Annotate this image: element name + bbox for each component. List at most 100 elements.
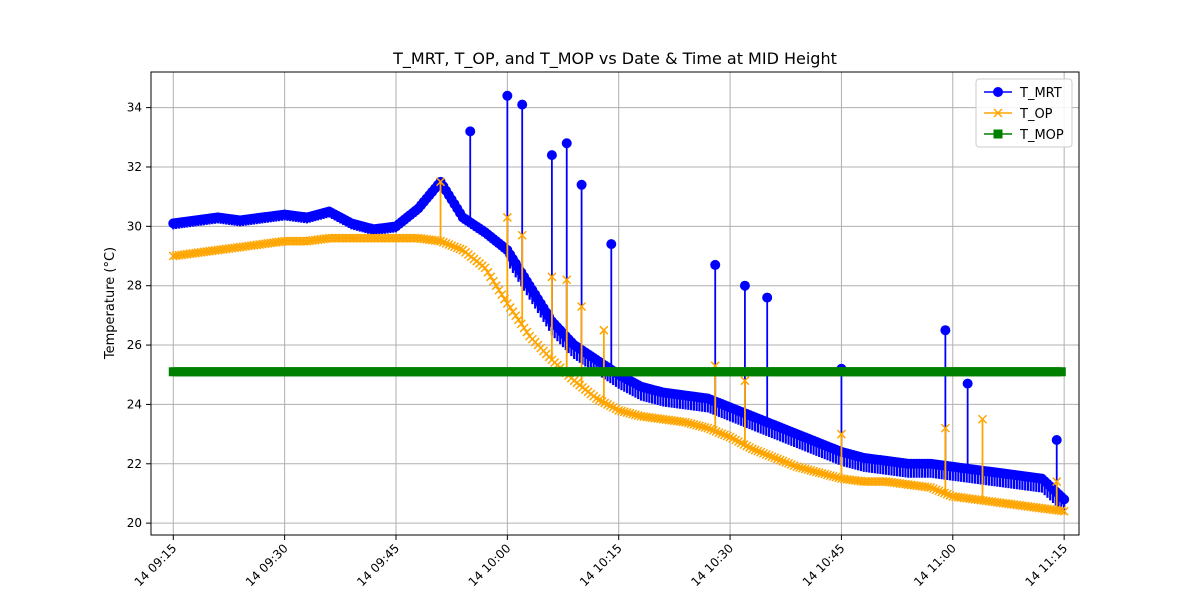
t-mrt-spike-point (606, 239, 617, 250)
t-op-point (811, 467, 821, 477)
t-op-point (683, 418, 693, 428)
series-t-op (168, 177, 1069, 516)
t-op-point (692, 420, 702, 430)
t-op-point (449, 242, 459, 252)
t-op-point (750, 445, 760, 455)
x-tick-label: 14 10:30 (688, 541, 736, 589)
x-tick-label: 14 09:45 (354, 541, 402, 589)
t-op-point (480, 263, 490, 273)
t-op-spike-point (940, 423, 950, 433)
t-op-point (731, 435, 741, 445)
plot-frame (150, 71, 1080, 536)
t-op-point (491, 281, 501, 291)
t-op-point (831, 472, 841, 482)
t-op-point (686, 419, 696, 429)
t-op-point (770, 453, 780, 463)
t-op-spike-point (436, 177, 446, 187)
t-op-point (494, 285, 504, 295)
t-op-point (616, 406, 627, 416)
t-op-point (516, 319, 526, 329)
t-op-point (747, 444, 757, 454)
t-op-point (519, 323, 529, 333)
y-tick-label: 22 (127, 457, 142, 471)
t-op-point (756, 447, 766, 457)
t-op-spike-point (547, 272, 557, 282)
x-tick-label: 14 09:30 (243, 541, 291, 589)
t-op-point (486, 272, 496, 282)
t-op-point (758, 448, 769, 458)
legend-item-t-op: T_OP (984, 107, 1053, 122)
t-op-point (505, 303, 515, 313)
t-op-point (786, 459, 796, 470)
t-op-point (925, 482, 936, 493)
t-op-point (733, 436, 743, 447)
y-tick-label: 32 (127, 160, 142, 174)
t-op-point (792, 462, 802, 472)
x-tick-label: 14 09:15 (132, 541, 180, 589)
y-tick-label: 30 (127, 219, 142, 233)
t-op-point (784, 458, 794, 468)
t-op-spike-point (1052, 477, 1062, 487)
t-op-point (441, 238, 451, 248)
t-op-spike-point (977, 414, 988, 424)
t-op-point (508, 307, 518, 317)
t-op-point (511, 311, 521, 321)
t-op-point (820, 469, 830, 479)
t-op-point (822, 470, 833, 480)
t-mrt-spike-point (465, 126, 476, 137)
t-op-point (447, 241, 457, 251)
t-op-point (806, 465, 816, 475)
t-op-point (803, 465, 813, 475)
legend: T_MRT T_OP T_MOP (975, 78, 1073, 148)
legend-marker (993, 108, 1003, 118)
t-mrt-spike-point (561, 138, 572, 149)
t-op-spike-point (517, 230, 527, 240)
t-op-point (928, 484, 938, 494)
t-mrt-spike-point (739, 280, 750, 291)
t-op-point (789, 461, 799, 471)
chart-title: T_MRT, T_OP, and T_MOP vs Date & Time at… (392, 49, 837, 69)
t-mrt-spike-point (546, 150, 557, 161)
t-op-point (591, 393, 601, 404)
t-op-point (781, 457, 791, 467)
t-op-point (444, 239, 454, 250)
t-op-point (722, 431, 732, 441)
t-op-point (700, 422, 710, 432)
t-op-point (611, 404, 621, 414)
legend-label: T_OP (1019, 107, 1053, 122)
legend-label: T_MRT (1019, 86, 1062, 101)
legend-marker (993, 129, 1003, 139)
t-op-point (697, 422, 707, 432)
t-op-point (619, 407, 629, 417)
t-op-point (767, 452, 777, 462)
t-op-point (939, 488, 949, 498)
t-op-point (614, 405, 624, 415)
series-layer (168, 90, 1070, 516)
t-op-point (1059, 506, 1069, 516)
t-mrt-point (1059, 494, 1070, 505)
y-tick-label: 24 (127, 397, 142, 411)
t-op-point (800, 464, 810, 474)
x-tick-label: 14 11:15 (1022, 541, 1070, 589)
t-op-spike-point (562, 275, 572, 285)
t-mrt-spike-point (762, 292, 773, 303)
t-op-point (795, 462, 805, 473)
series-t-mop (168, 367, 1066, 377)
t-op-point (719, 430, 730, 440)
t-op-point (739, 439, 749, 450)
t-op-point (797, 463, 807, 473)
t-op-point (923, 482, 933, 492)
t-op-point (483, 267, 493, 277)
t-op-point (522, 327, 532, 337)
t-op-point (931, 485, 941, 495)
t-op-point (817, 468, 827, 478)
t-op-point (703, 423, 713, 433)
t-op-point (605, 401, 615, 411)
t-op-point (603, 399, 613, 409)
y-axis-title: Temperature (°C) (103, 247, 118, 360)
y-tick-label: 28 (127, 279, 142, 293)
t-op-point (725, 432, 735, 442)
t-op-point (764, 451, 774, 461)
t-op-spike-point (502, 212, 512, 222)
